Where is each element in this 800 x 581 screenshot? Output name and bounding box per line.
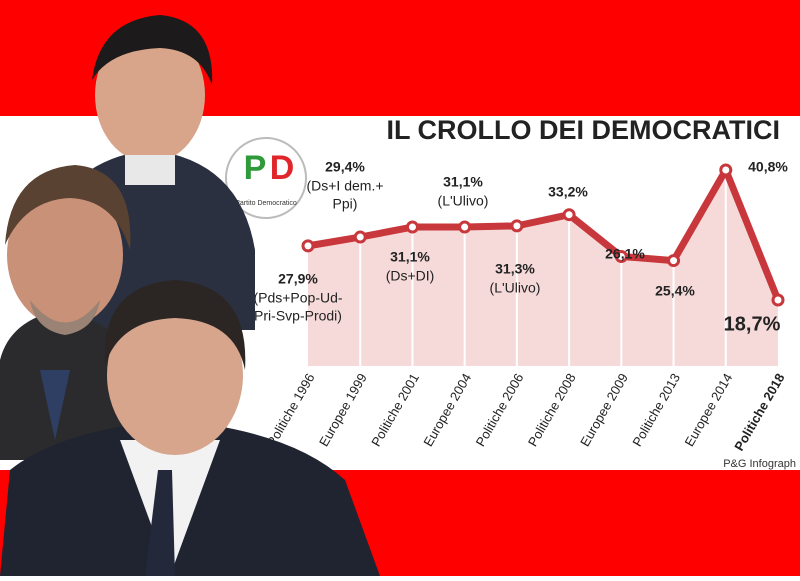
value-label: 31,1%	[443, 174, 483, 190]
area	[308, 170, 778, 366]
logo-circle	[225, 137, 307, 219]
value-label: 25,4%	[655, 283, 695, 299]
chart-title: IL CROLLO DEI DEMOCRATICI	[387, 115, 781, 145]
line	[307, 166, 782, 302]
photos	[0, 15, 380, 576]
logo-letter: P	[244, 149, 267, 187]
value-label: 40,8%	[748, 159, 788, 175]
value-label: 27,9%	[278, 271, 318, 287]
value-label: 31,3%	[495, 261, 535, 277]
value-label: 29,4%	[325, 159, 365, 175]
value-label: 33,2%	[548, 184, 588, 200]
point	[667, 254, 681, 268]
point	[719, 163, 733, 177]
value-note: (Ds+DI)	[386, 268, 435, 284]
point	[405, 220, 419, 234]
value-label: 31,1%	[390, 249, 430, 265]
point	[510, 219, 524, 233]
point	[614, 249, 628, 263]
point	[458, 220, 472, 234]
point	[353, 230, 367, 244]
value-note: (Pds+Pop-Ud-	[253, 290, 342, 306]
value-label: 26,1%	[605, 246, 645, 262]
point	[771, 293, 785, 307]
value-note: (Ds+I dem.+	[306, 178, 383, 194]
point	[562, 208, 576, 222]
value-label: 18,7%	[724, 313, 781, 335]
value-note: (L'Ulivo)	[490, 280, 541, 296]
party-logo: P D Partito Democratico	[225, 137, 307, 219]
person-photo	[0, 280, 380, 576]
value-note: Ppi)	[333, 196, 358, 212]
value-note: Pri-Svp-Prodi)	[254, 308, 342, 324]
value-note: (L'Ulivo)	[438, 193, 489, 209]
logo-letter: D	[270, 149, 295, 187]
source: P&G Infograph	[723, 458, 796, 470]
logo-name: Partito Democratico	[235, 200, 297, 207]
point	[301, 239, 315, 253]
